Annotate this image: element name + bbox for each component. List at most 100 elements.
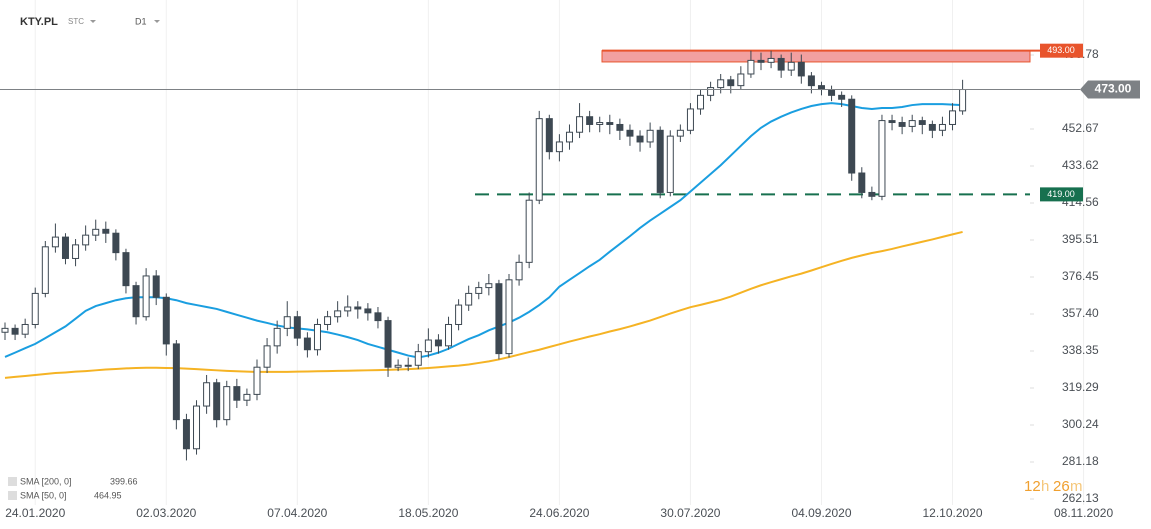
x-tick-label: 02.03.2020 <box>136 506 196 520</box>
level-tag-label: 419.00 <box>1047 189 1075 199</box>
candle-body <box>31 292 39 325</box>
timer-unit: m <box>1070 478 1083 495</box>
candle-body <box>162 296 170 345</box>
candle-body <box>737 73 745 87</box>
candle-body <box>555 141 563 153</box>
candle-body <box>253 366 261 395</box>
candle-body <box>142 275 150 318</box>
y-tick-label: 281.18 <box>1062 454 1099 468</box>
candle-body <box>182 419 190 450</box>
candle-body <box>172 343 180 421</box>
candle-body <box>384 320 392 368</box>
candle-body <box>364 308 372 314</box>
candle-body <box>72 244 80 259</box>
candle-body <box>707 87 715 96</box>
candle-body <box>727 79 735 87</box>
candle-body <box>596 122 604 125</box>
y-tick-label: 376.45 <box>1062 269 1099 283</box>
candle-body <box>455 304 463 325</box>
chart-header: KTY.PL STC D1 <box>20 16 160 28</box>
instrument-type: STC <box>68 17 84 26</box>
dropdown-caret[interactable] <box>90 20 96 23</box>
candle-body <box>878 120 886 197</box>
candle-body <box>717 79 725 89</box>
candle-body <box>838 94 846 100</box>
candle-body <box>676 129 684 137</box>
x-tick-label: 18.05.2020 <box>398 506 458 520</box>
candle-body <box>263 345 271 368</box>
legend-value: 399.66 <box>110 476 138 486</box>
y-tick-label: 433.62 <box>1062 158 1099 172</box>
candle-body <box>475 287 483 294</box>
candle-body <box>122 252 130 287</box>
x-tick-label: 24.06.2020 <box>529 506 589 520</box>
candle-body <box>152 275 160 298</box>
symbol[interactable]: KTY.PL <box>20 16 58 28</box>
candle-body <box>626 129 634 137</box>
interval[interactable]: D1 <box>135 16 147 26</box>
y-tick-label: 300.24 <box>1062 417 1099 431</box>
plot: 24.01.2020 02.03.2020 07.04.2020 18.05.2020… <box>0 0 1140 520</box>
candle-body <box>888 120 896 124</box>
level-tag <box>1040 187 1083 202</box>
candle-body <box>354 306 362 310</box>
y-tick-label: 395.51 <box>1062 232 1099 246</box>
y-tick-label: 319.29 <box>1062 380 1099 394</box>
legend: SMA [200, 0] 399.66 SMA [50, 0] 464.95 <box>8 476 138 500</box>
y-tick-label: 338.35 <box>1062 343 1099 357</box>
candle-body <box>606 122 614 125</box>
dropdown-caret[interactable] <box>154 20 160 23</box>
candle-body <box>92 228 100 236</box>
legend-icon[interactable] <box>8 477 17 486</box>
candle-body <box>565 131 573 143</box>
candle-body <box>757 59 765 63</box>
candle-body <box>344 306 352 312</box>
candle-body <box>434 339 442 347</box>
timer-minutes: 26 <box>1053 478 1070 495</box>
y-tick-label: 262.13 <box>1062 491 1099 505</box>
candle-body <box>928 123 936 131</box>
candle-body <box>203 382 211 407</box>
x-tick-label: 12.10.2020 <box>922 506 982 520</box>
candle-body <box>848 98 856 174</box>
candle-body <box>908 120 916 127</box>
candle-body <box>767 57 775 63</box>
candle-body <box>616 123 624 131</box>
candle-body <box>747 59 755 75</box>
legend-icon[interactable] <box>8 491 17 500</box>
resistance-zone <box>601 50 1031 63</box>
candle-body <box>303 337 311 351</box>
candle-body <box>243 393 251 401</box>
candle-body <box>828 89 836 96</box>
candle-body <box>515 261 523 281</box>
sma-line <box>4 230 963 379</box>
candle-body <box>102 228 110 234</box>
candle-body <box>374 312 382 322</box>
sma-line <box>4 102 963 359</box>
candle-body <box>697 94 705 110</box>
candle-body <box>283 316 291 329</box>
x-tick-label: 04.09.2020 <box>791 506 851 520</box>
candle-body <box>465 292 473 306</box>
candle-body <box>21 323 29 335</box>
candle-body <box>535 118 543 201</box>
candle-body <box>586 116 594 125</box>
candle-body <box>817 85 825 91</box>
level-tag-label: 493.00 <box>1047 45 1075 55</box>
candle-body <box>273 327 281 347</box>
candle-body <box>293 316 301 339</box>
candle-body <box>61 236 69 259</box>
last-price-tag <box>1080 80 1140 99</box>
candle-body <box>505 279 513 355</box>
legend-value: 464.95 <box>94 490 122 500</box>
candle-body <box>223 386 231 421</box>
y-tick-label: 452.67 <box>1062 121 1099 135</box>
candle-body <box>112 232 120 254</box>
candle-body <box>666 135 674 193</box>
candle-body <box>576 116 584 133</box>
candle-body <box>787 61 795 71</box>
candle-body <box>1 327 9 333</box>
candle-body <box>485 283 493 289</box>
candle-body <box>213 382 221 421</box>
